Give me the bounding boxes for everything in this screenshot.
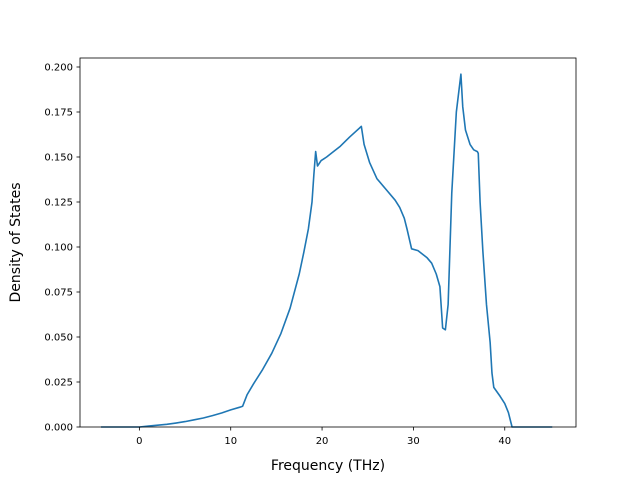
y-axis: 0.000 0.025 0.050 0.075 0.100 0.125 0.150 0.175…	[44, 63, 80, 434]
x-axis: 0 10 20 30 40	[136, 427, 511, 447]
x-axis-label: Frequency (THz)	[271, 458, 385, 474]
y-tick-label: 0.000	[44, 423, 73, 434]
y-tick-label: 0.125	[44, 198, 73, 209]
x-tick-label: 0	[136, 436, 142, 447]
y-tick-label: 0.175	[44, 108, 73, 119]
y-axis-label: Density of States	[8, 183, 24, 303]
x-tick-label: 10	[224, 436, 237, 447]
x-tick-label: 40	[498, 436, 511, 447]
y-tick-label: 0.050	[44, 333, 73, 344]
x-tick-label: 30	[407, 436, 420, 447]
y-tick-label: 0.150	[44, 153, 73, 164]
x-tick-label: 20	[316, 436, 329, 447]
y-tick-label: 0.200	[44, 63, 73, 74]
plot-frame	[79, 57, 577, 428]
y-tick-label: 0.075	[44, 288, 73, 299]
series-layer	[101, 73, 553, 428]
y-tick-label: 0.025	[44, 378, 73, 389]
series-line-0	[101, 73, 553, 428]
y-tick-label: 0.100	[44, 243, 73, 254]
